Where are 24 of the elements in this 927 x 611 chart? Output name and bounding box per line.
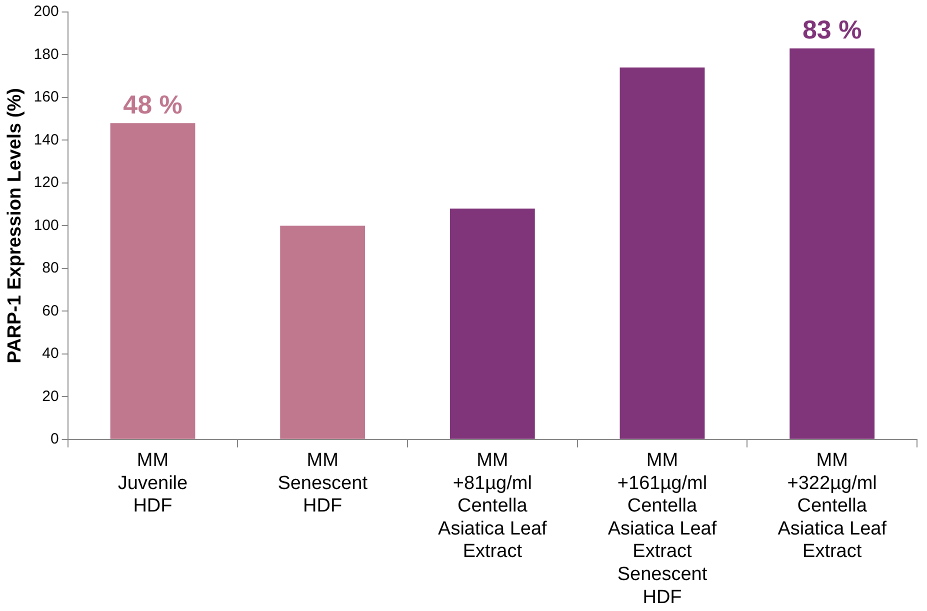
annotation: 83 % (802, 14, 862, 44)
y-axis-title: PARP-1 Expression Levels (%) (4, 88, 26, 364)
y-tick-label: 200 (34, 3, 59, 20)
bar (280, 226, 366, 439)
annotation: 48 % (123, 89, 182, 120)
y-tick-label: 160 (34, 88, 59, 106)
x-tick-label: MM +81µg/ml Centella Asiatica Leaf Extract (438, 450, 548, 562)
bar (450, 208, 535, 439)
x-tick-label: MM +322µg/ml Centella Asiatica Leaf Extract (778, 450, 888, 562)
bar (110, 123, 196, 439)
y-tick-label: 40 (42, 345, 59, 362)
y-tick-label: 0 (50, 430, 59, 448)
bar (790, 48, 875, 439)
y-tick-label: 80 (42, 260, 59, 277)
y-tick-label: 180 (34, 46, 59, 63)
x-tick-label: MM Senescent HDF (278, 450, 368, 517)
x-tick-label: MM Juvenile HDF (118, 450, 188, 517)
y-tick-label: 20 (42, 388, 59, 405)
x-tick-label: MM +161µg/ml Centella Asiatica Leaf Extract Senescent HDF (608, 450, 718, 608)
y-tick-label: 60 (42, 302, 59, 320)
y-tick-label: 140 (34, 131, 59, 148)
y-tick-label: 120 (34, 174, 59, 192)
bar (620, 68, 705, 439)
y-tick-label: 100 (34, 216, 59, 234)
